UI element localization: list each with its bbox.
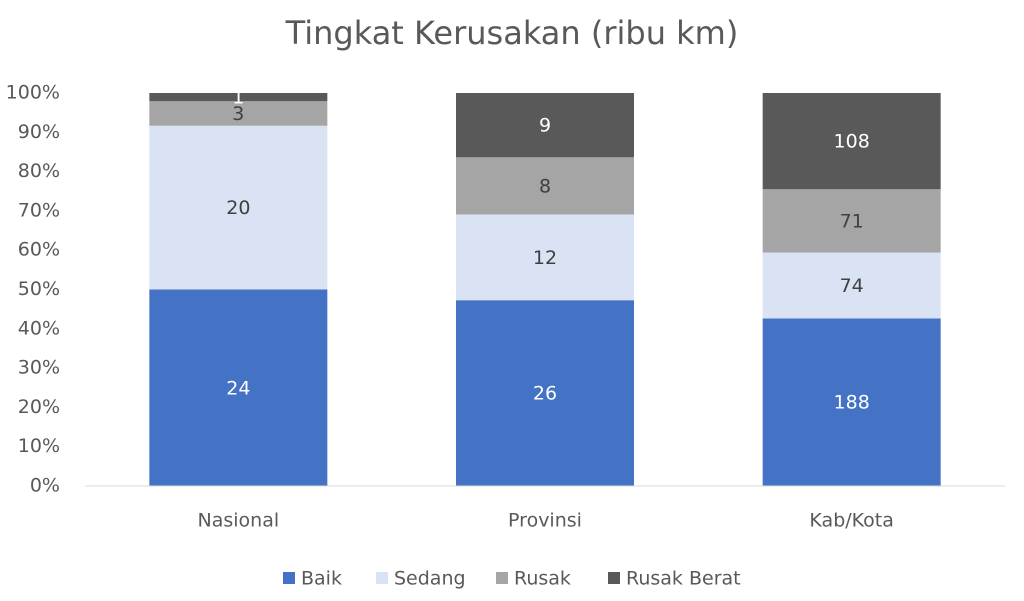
data-label: 26 bbox=[533, 383, 557, 405]
legend-label: Baik bbox=[301, 568, 342, 590]
legend-swatch bbox=[496, 572, 508, 584]
y-tick-label: 40% bbox=[18, 317, 60, 339]
y-tick-label: 50% bbox=[18, 278, 60, 300]
data-label: 3 bbox=[232, 103, 244, 125]
bar-segment bbox=[456, 214, 634, 301]
bar-segment bbox=[762, 189, 941, 253]
y-tick-label: 80% bbox=[18, 160, 60, 182]
x-tick-label: Kab/Kota bbox=[809, 510, 893, 532]
bar-segment bbox=[456, 300, 634, 486]
bar-segment bbox=[149, 125, 328, 290]
y-tick-label: 20% bbox=[18, 396, 60, 418]
bar-segment bbox=[149, 101, 328, 126]
bar-segment bbox=[762, 252, 941, 319]
data-label: 188 bbox=[834, 392, 870, 414]
y-tick-label: 100% bbox=[6, 82, 60, 104]
bar-segment bbox=[456, 93, 634, 158]
data-label: 108 bbox=[834, 131, 870, 153]
legend-label: Rusak Berat bbox=[626, 568, 741, 590]
bar-segment bbox=[762, 318, 941, 486]
legend-label: Rusak bbox=[514, 568, 571, 590]
data-label: 1 bbox=[232, 87, 244, 109]
y-tick-label: 60% bbox=[18, 239, 60, 261]
y-tick-label: 90% bbox=[18, 121, 60, 143]
y-tick-label: 30% bbox=[18, 357, 60, 379]
data-label: 71 bbox=[840, 210, 864, 232]
data-label: 24 bbox=[226, 377, 250, 399]
data-label: 74 bbox=[840, 275, 864, 297]
x-tick-label: Provinsi bbox=[508, 510, 582, 532]
data-label: 12 bbox=[533, 247, 557, 269]
bar-segment bbox=[149, 289, 328, 486]
x-tick-label: Nasional bbox=[198, 510, 280, 532]
y-tick-label: 70% bbox=[18, 199, 60, 221]
y-tick-label: 0% bbox=[30, 475, 60, 497]
data-label: 20 bbox=[226, 197, 250, 219]
bar-segment bbox=[762, 93, 941, 190]
chart-title: Tingkat Kerusakan (ribu km) bbox=[285, 14, 739, 52]
bar-segment bbox=[456, 157, 634, 215]
legend-swatch bbox=[283, 572, 295, 584]
y-tick-label: 10% bbox=[18, 435, 60, 457]
legend-label: Sedang bbox=[394, 568, 466, 590]
legend-swatch bbox=[608, 572, 620, 584]
legend-swatch bbox=[376, 572, 388, 584]
bar-segment bbox=[149, 93, 328, 102]
data-label: 9 bbox=[539, 115, 551, 137]
data-label: 8 bbox=[539, 175, 551, 197]
